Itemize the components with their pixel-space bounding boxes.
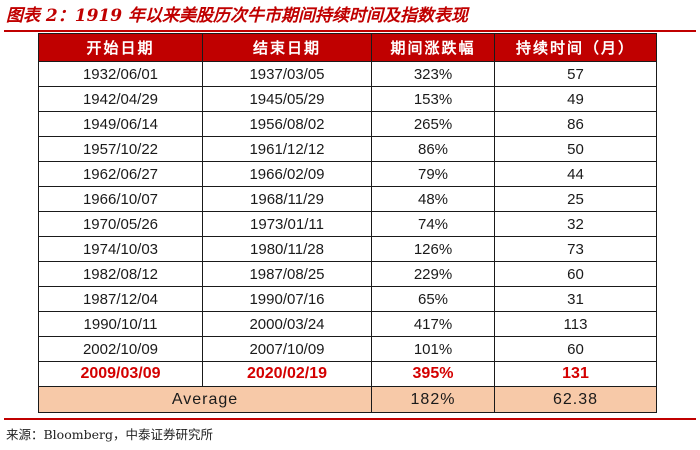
cell-change: 417% (371, 311, 495, 337)
cell-end-date: 2007/10/09 (202, 336, 372, 362)
cell-duration: 25 (494, 186, 657, 212)
table-row: 1990/10/11 2000/03/24 417% 113 (38, 311, 657, 337)
cell-end-date: 1968/11/29 (202, 186, 372, 212)
source-divider (4, 418, 696, 420)
table-header-row: 开始日期 结束日期 期间涨跌幅 持续时间（月） (38, 33, 657, 62)
cell-change: 265% (371, 111, 495, 137)
cell-end-date: 1937/03/05 (202, 61, 372, 87)
average-change: 182% (371, 386, 495, 413)
cell-start-date: 1957/10/22 (38, 136, 203, 162)
cell-change: 79% (371, 161, 495, 187)
cell-start-date: 1982/08/12 (38, 261, 203, 287)
header-change: 期间涨跌幅 (371, 33, 495, 62)
title-divider (4, 30, 696, 32)
cell-duration: 31 (494, 286, 657, 312)
cell-duration: 57 (494, 61, 657, 87)
table-row: 1957/10/22 1961/12/12 86% 50 (38, 136, 657, 162)
table-row: 1932/06/01 1937/03/05 323% 57 (38, 61, 657, 87)
cell-duration: 73 (494, 236, 657, 262)
cell-start-date: 1942/04/29 (38, 86, 203, 112)
cell-duration: 60 (494, 336, 657, 362)
header-start-date: 开始日期 (38, 33, 203, 62)
cell-start-date: 1990/10/11 (38, 311, 203, 337)
table-row: 2002/10/09 2007/10/09 101% 60 (38, 336, 657, 362)
table-row: 1966/10/07 1968/11/29 48% 25 (38, 186, 657, 212)
cell-change: 65% (371, 286, 495, 312)
cell-start-date: 2009/03/09 (38, 361, 203, 387)
cell-start-date: 1949/06/14 (38, 111, 203, 137)
table-row: 1982/08/12 1987/08/25 229% 60 (38, 261, 657, 287)
table-row: 1949/06/14 1956/08/02 265% 86 (38, 111, 657, 137)
cell-start-date: 1932/06/01 (38, 61, 203, 87)
cell-duration: 44 (494, 161, 657, 187)
table-row: 1987/12/04 1990/07/16 65% 31 (38, 286, 657, 312)
cell-end-date: 2020/02/19 (202, 361, 372, 387)
cell-duration: 86 (494, 111, 657, 137)
cell-duration: 60 (494, 261, 657, 287)
cell-change: 86% (371, 136, 495, 162)
cell-start-date: 1962/06/27 (38, 161, 203, 187)
cell-start-date: 1987/12/04 (38, 286, 203, 312)
cell-end-date: 1987/08/25 (202, 261, 372, 287)
cell-change: 229% (371, 261, 495, 287)
average-duration: 62.38 (494, 386, 657, 413)
table-row: 1942/04/29 1945/05/29 153% 49 (38, 86, 657, 112)
bull-market-table: 开始日期 结束日期 期间涨跌幅 持续时间（月） 1932/06/01 1937/… (38, 33, 657, 413)
source-note: 来源：Bloomberg，中泰证券研究所 (6, 427, 213, 442)
table-row: 1970/05/26 1973/01/11 74% 32 (38, 211, 657, 237)
cell-end-date: 1961/12/12 (202, 136, 372, 162)
cell-duration: 32 (494, 211, 657, 237)
cell-change: 101% (371, 336, 495, 362)
cell-duration: 49 (494, 86, 657, 112)
cell-end-date: 1956/08/02 (202, 111, 372, 137)
cell-end-date: 1945/05/29 (202, 86, 372, 112)
cell-duration: 131 (494, 361, 657, 387)
cell-end-date: 2000/03/24 (202, 311, 372, 337)
cell-change: 153% (371, 86, 495, 112)
figure-title: 图表 2：1919 年以来美股历次牛市期间持续时间及指数表现 (6, 6, 468, 26)
cell-duration: 113 (494, 311, 657, 337)
cell-start-date: 1966/10/07 (38, 186, 203, 212)
cell-change: 395% (371, 361, 495, 387)
header-end-date: 结束日期 (202, 33, 372, 62)
table-row: 1974/10/03 1980/11/28 126% 73 (38, 236, 657, 262)
average-label: Average (38, 386, 372, 413)
cell-change: 126% (371, 236, 495, 262)
cell-end-date: 1966/02/09 (202, 161, 372, 187)
cell-duration: 50 (494, 136, 657, 162)
cell-end-date: 1973/01/11 (202, 211, 372, 237)
cell-change: 48% (371, 186, 495, 212)
cell-end-date: 1990/07/16 (202, 286, 372, 312)
cell-start-date: 2002/10/09 (38, 336, 203, 362)
header-duration: 持续时间（月） (494, 33, 657, 62)
cell-start-date: 1970/05/26 (38, 211, 203, 237)
cell-change: 323% (371, 61, 495, 87)
table-row: 1962/06/27 1966/02/09 79% 44 (38, 161, 657, 187)
cell-change: 74% (371, 211, 495, 237)
current-bull-market-row: 2009/03/09 2020/02/19 395% 131 (38, 361, 657, 387)
cell-end-date: 1980/11/28 (202, 236, 372, 262)
average-row: Average 182% 62.38 (38, 386, 657, 413)
cell-start-date: 1974/10/03 (38, 236, 203, 262)
